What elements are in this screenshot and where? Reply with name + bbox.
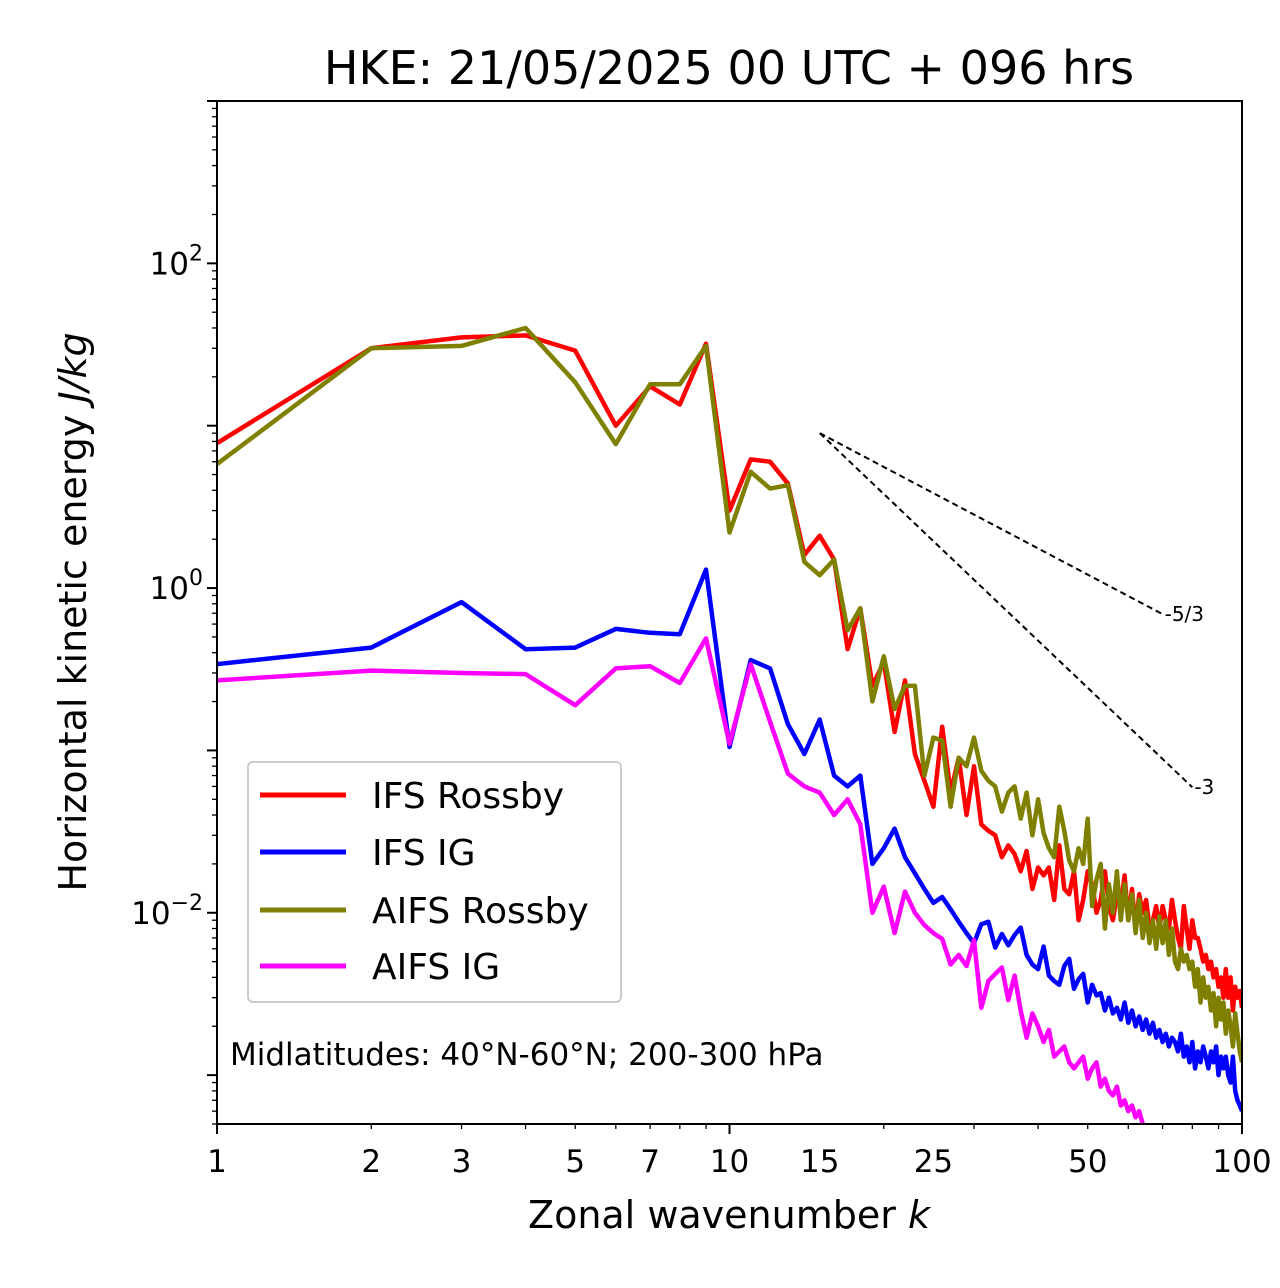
x-tick-label-2: 2 — [361, 1144, 381, 1180]
legend-label-ifs-ig: IFS IG — [372, 833, 476, 874]
y-tick-label-10e-2: 10−2 — [131, 891, 203, 932]
x-tick-label-100: 100 — [1212, 1144, 1271, 1180]
x-axis-label-var: k — [908, 1193, 932, 1237]
legend-label-ifs-rossby: IFS Rossby — [372, 776, 564, 817]
y-axis-label-unit: J/kg — [51, 332, 95, 409]
x-tick-label-3: 3 — [452, 1144, 472, 1180]
reference-slope-line-3 — [819, 432, 1194, 788]
y-tick-label-10e2: 102 — [150, 241, 203, 282]
reference-slope-label-3: -3 — [1194, 775, 1214, 799]
x-axis-ticks: 1 2 3 5 7 10 15 25 50 100 — [207, 1124, 1272, 1180]
legend-label-aifs-rossby: AIFS Rossby — [372, 891, 589, 932]
series-line-ifs-ig — [217, 567, 1242, 1112]
x-tick-label-15: 15 — [800, 1144, 839, 1180]
legend-box — [247, 761, 622, 1003]
x-tick-label-25: 25 — [914, 1144, 953, 1180]
reference-slopes: -5/3 -3 — [819, 432, 1214, 799]
series-line-aifs-rossby — [217, 325, 1242, 1063]
y-axis-label: Horizontal kinetic energy J/kg — [51, 332, 95, 891]
legend: IFS Rossby IFS IG AIFS Rossby AIFS IG — [247, 761, 622, 1003]
series-line-aifs-ig — [217, 636, 1150, 1124]
series-aifs-ig — [217, 636, 1150, 1124]
region-annotation: Midlatitudes: 40°N-60°N; 200-300 hPa — [230, 1037, 824, 1073]
legend-label-aifs-ig: AIFS IG — [372, 947, 500, 988]
x-axis-label-text: Zonal wavenumber — [528, 1193, 908, 1237]
y-axis-label-text: Horizontal kinetic energy — [51, 403, 95, 892]
x-axis-label: Zonal wavenumber k — [528, 1193, 932, 1237]
y-tick-label-10e0: 100 — [150, 566, 203, 607]
y-axis-ticks: 102 100 10−2 — [131, 100, 217, 1125]
x-tick-label-7: 7 — [640, 1144, 660, 1180]
reference-slope-label-5-3: -5/3 — [1165, 602, 1204, 626]
series-layer — [217, 325, 1242, 1124]
x-tick-label-10: 10 — [710, 1144, 749, 1180]
x-tick-label-5: 5 — [565, 1144, 585, 1180]
x-tick-label-50: 50 — [1068, 1144, 1107, 1180]
series-ifs-ig — [217, 567, 1242, 1112]
chart-title: HKE: 21/05/2025 00 UTC + 096 hrs — [324, 41, 1134, 95]
x-tick-label-1: 1 — [207, 1144, 227, 1180]
reference-slope-line-5-3 — [819, 432, 1164, 616]
series-aifs-rossby — [217, 325, 1242, 1063]
